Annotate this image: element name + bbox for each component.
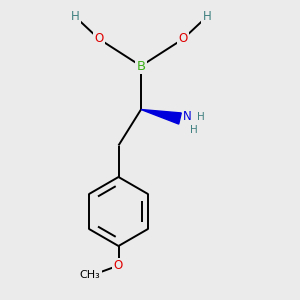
Text: O: O bbox=[114, 259, 123, 272]
Text: N: N bbox=[183, 110, 192, 124]
Text: B: B bbox=[136, 59, 146, 73]
Text: O: O bbox=[178, 32, 188, 46]
Text: H: H bbox=[70, 10, 80, 23]
Text: H: H bbox=[196, 112, 204, 122]
Text: O: O bbox=[94, 32, 103, 46]
Text: CH₃: CH₃ bbox=[80, 270, 100, 280]
Text: H: H bbox=[190, 125, 197, 135]
Text: H: H bbox=[202, 10, 211, 23]
Polygon shape bbox=[141, 110, 181, 124]
